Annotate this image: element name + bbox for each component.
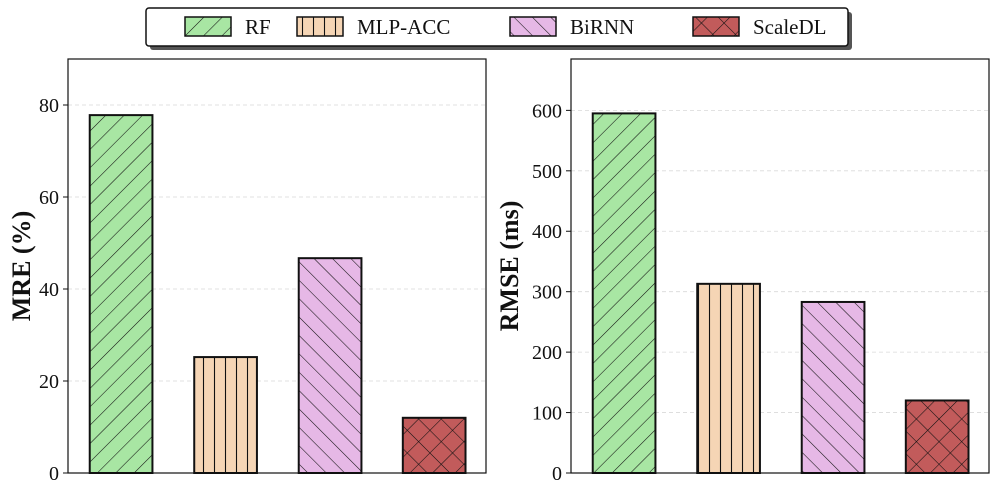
legend-label-birnn: BiRNN xyxy=(570,15,634,39)
y-tick-label-200: 200 xyxy=(532,342,562,364)
bar-outline-birnn xyxy=(800,300,866,474)
bar-scaledl xyxy=(904,399,970,475)
bar-rf xyxy=(591,112,657,474)
y-axis-label: RMSE (ms) xyxy=(495,201,524,332)
y-tick-label-300: 300 xyxy=(532,282,562,304)
y-tick-label-0: 0 xyxy=(49,463,59,485)
y-tick-label-400: 400 xyxy=(532,221,562,243)
y-tick-label-80: 80 xyxy=(39,95,59,117)
plot-frame xyxy=(67,58,487,474)
legend-label-mlp-acc: MLP-ACC xyxy=(357,15,450,39)
bar-outline-mlp-acc xyxy=(696,282,761,474)
bar-outline-scaledl xyxy=(904,399,970,475)
bar-birnn xyxy=(800,300,866,474)
legend-hatch-birnn xyxy=(510,17,556,36)
legend-label-rf: RF xyxy=(245,15,271,39)
y-tick-label-20: 20 xyxy=(39,371,59,393)
plot-frame xyxy=(570,58,990,474)
bar-outline-birnn xyxy=(297,257,363,474)
bar-outline-scaledl xyxy=(401,416,467,474)
y-tick-label-600: 600 xyxy=(532,100,562,122)
bar-scaledl xyxy=(401,416,467,474)
y-tick-label-0: 0 xyxy=(552,463,562,485)
legend-item-birnn: BiRNN xyxy=(509,15,634,39)
mre-chart: 0 20 40 60 80 MRE (%) xyxy=(7,58,487,485)
y-axis-label: MRE (%) xyxy=(7,211,36,321)
bar-outline-rf xyxy=(88,114,154,475)
y-tick-label-500: 500 xyxy=(532,161,562,183)
rmse-chart: 0 100 200 300 400 500 600 RMSE (ms) xyxy=(495,58,990,485)
y-tick-label-40: 40 xyxy=(39,279,59,301)
bar-mlp-acc xyxy=(696,282,761,474)
bar-rf xyxy=(88,114,154,475)
bar-outline-rf xyxy=(591,112,657,474)
legend-hatch-rf xyxy=(185,17,231,36)
legend-hatch-scaledl xyxy=(693,17,739,36)
legend: RF MLP-ACC BiRNN ScaleDL xyxy=(145,7,852,50)
legend-item-rf: RF xyxy=(184,15,271,39)
y-tick-label-100: 100 xyxy=(532,403,562,425)
bar-outline-mlp-acc xyxy=(193,356,258,474)
legend-item-mlp-acc: MLP-ACC xyxy=(296,15,450,39)
bar-birnn xyxy=(297,257,363,474)
legend-item-scaledl: ScaleDL xyxy=(692,15,826,39)
legend-label-scaledl: ScaleDL xyxy=(753,15,826,39)
y-tick-label-60: 60 xyxy=(39,187,59,209)
legend-hatch-mlp-acc xyxy=(297,17,343,36)
bar-mlp-acc xyxy=(193,356,258,474)
